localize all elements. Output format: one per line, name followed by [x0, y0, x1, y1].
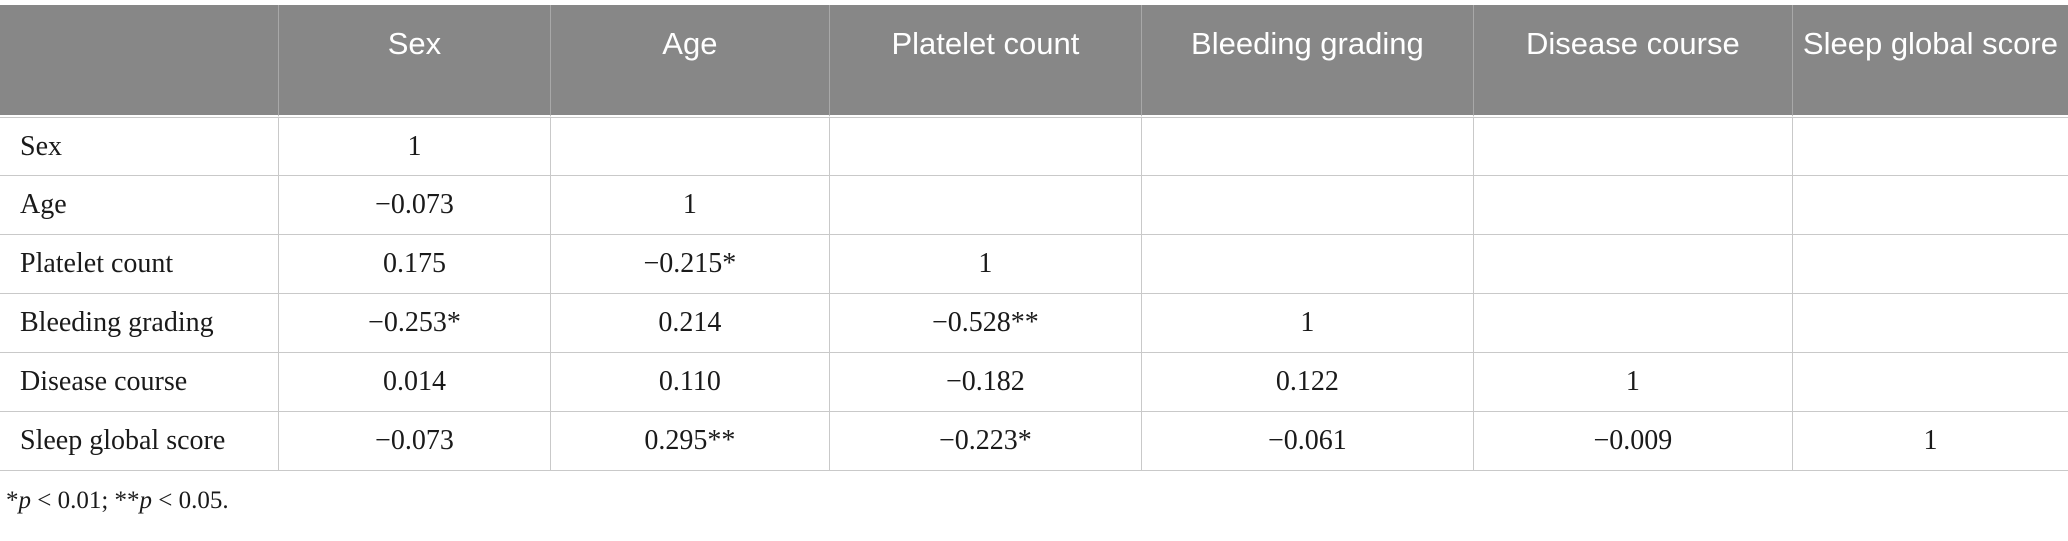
table-row-age: Age −0.073 1 [0, 176, 2068, 235]
value-cell [1473, 117, 1793, 176]
col-header-sex: Sex [278, 5, 551, 117]
row-label-bleeding-grading: Bleeding grading [0, 294, 279, 353]
value-cell: −0.215* [550, 235, 830, 294]
row-label-platelet-count: Platelet count [0, 235, 279, 294]
significance-footnote: *p < 0.01; **p < 0.05. [0, 487, 2068, 515]
value-cell: −0.223* [829, 412, 1142, 471]
col-header-sleep-global-score: Sleep global score [1792, 5, 2068, 117]
value-cell: 1 [278, 117, 551, 176]
row-label-age: Age [0, 176, 279, 235]
value-cell: 1 [1473, 353, 1793, 412]
value-cell: 1 [1141, 294, 1474, 353]
value-cell [1473, 235, 1793, 294]
value-cell [829, 176, 1142, 235]
value-cell [1141, 117, 1474, 176]
table-row-disease-course: Disease course 0.014 0.110 −0.182 0.122 … [0, 353, 2068, 412]
value-cell: −0.061 [1141, 412, 1474, 471]
value-cell: 1 [1792, 412, 2068, 471]
row-label-sleep-global-score: Sleep global score [0, 412, 279, 471]
table-row-sleep-global-score: Sleep global score −0.073 0.295** −0.223… [0, 412, 2068, 471]
value-cell [1792, 294, 2068, 353]
value-cell: −0.009 [1473, 412, 1793, 471]
value-cell: 0.110 [550, 353, 830, 412]
value-cell [1473, 176, 1793, 235]
col-header-age: Age [550, 5, 830, 117]
footnote-p-1: p [18, 487, 32, 514]
value-cell: −0.073 [278, 176, 551, 235]
value-cell: 1 [550, 176, 830, 235]
col-header-disease-course: Disease course [1473, 5, 1793, 117]
header-corner-cell [0, 5, 279, 117]
value-cell [550, 117, 830, 176]
value-cell: −0.073 [278, 412, 551, 471]
footnote-star-1: * [6, 487, 19, 514]
value-cell [1792, 117, 2068, 176]
value-cell [1792, 235, 2068, 294]
value-cell [1141, 235, 1474, 294]
value-cell: 0.214 [550, 294, 830, 353]
value-cell: 0.295** [550, 412, 830, 471]
value-cell: 1 [829, 235, 1142, 294]
col-header-bleeding-grading: Bleeding grading [1141, 5, 1474, 117]
value-cell: 0.014 [278, 353, 551, 412]
header-row: Sex Age Platelet count Bleeding grading … [0, 5, 2068, 117]
table-row-platelet-count: Platelet count 0.175 −0.215* 1 [0, 235, 2068, 294]
value-cell: 0.175 [278, 235, 551, 294]
value-cell: 0.122 [1141, 353, 1474, 412]
footnote-star-2: ** [114, 487, 140, 514]
value-cell [1792, 176, 2068, 235]
footnote-segment-1: < 0.01; [31, 487, 115, 514]
table-row-bleeding-grading: Bleeding grading −0.253* 0.214 −0.528** … [0, 294, 2068, 353]
value-cell [1792, 353, 2068, 412]
row-label-disease-course: Disease course [0, 353, 279, 412]
value-cell: −0.528** [829, 294, 1142, 353]
value-cell: −0.253* [278, 294, 551, 353]
value-cell: −0.182 [829, 353, 1142, 412]
correlation-table: Sex Age Platelet count Bleeding grading … [0, 5, 2068, 471]
value-cell [829, 117, 1142, 176]
table-row-sex: Sex 1 [0, 117, 2068, 176]
footnote-p-2: p [139, 487, 153, 514]
value-cell [1473, 294, 1793, 353]
value-cell [1141, 176, 1474, 235]
footnote-segment-2: < 0.05. [152, 487, 229, 514]
row-label-sex: Sex [0, 117, 279, 176]
col-header-platelet-count: Platelet count [829, 5, 1142, 117]
